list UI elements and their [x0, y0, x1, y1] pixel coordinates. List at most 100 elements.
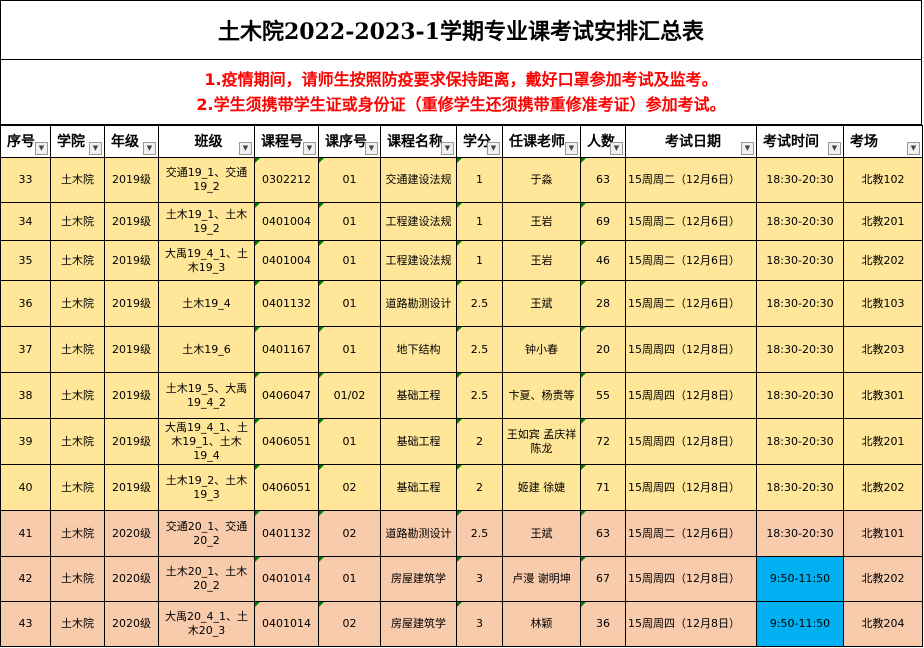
cell[interactable]: 姬建 徐婕	[502, 464, 581, 511]
cell[interactable]: 15周周二（12月6日）	[625, 510, 757, 557]
cell[interactable]: 18:30-20:30	[756, 418, 844, 465]
cell[interactable]: 王斌	[502, 510, 581, 557]
cell[interactable]: 王如宾 孟庆祥 陈龙	[502, 418, 581, 465]
cell[interactable]: 土木院	[50, 464, 105, 511]
cell[interactable]: 33	[0, 157, 51, 203]
cell[interactable]: 北教101	[843, 510, 923, 557]
cell[interactable]: 0401132	[254, 510, 319, 557]
filter-dropdown-icon[interactable]: ▼	[828, 142, 841, 155]
cell[interactable]: 15周周四（12月8日）	[625, 556, 757, 602]
cell[interactable]: 北教301	[843, 372, 923, 419]
cell[interactable]: 土木院	[50, 418, 105, 465]
cell[interactable]: 18:30-20:30	[756, 280, 844, 327]
cell[interactable]: 大禹20_4_1、土木20_3	[158, 601, 255, 647]
cell[interactable]: 北教103	[843, 280, 923, 327]
cell[interactable]: 基础工程	[380, 372, 457, 419]
cell[interactable]: 15周周二（12月6日）	[625, 280, 757, 327]
cell[interactable]: 72	[580, 418, 626, 465]
cell[interactable]: 土木19_2、土木19_3	[158, 464, 255, 511]
cell[interactable]: 1	[456, 202, 503, 241]
cell[interactable]: 2019级	[104, 157, 159, 203]
cell[interactable]: 于淼	[502, 157, 581, 203]
cell[interactable]: 63	[580, 510, 626, 557]
cell[interactable]: 土木19_1、土木19_2	[158, 202, 255, 241]
cell[interactable]: 01	[318, 280, 381, 327]
cell[interactable]: 土木19_6	[158, 326, 255, 373]
cell[interactable]: 15周周二（12月6日）	[625, 202, 757, 241]
cell[interactable]: 北教203	[843, 326, 923, 373]
cell[interactable]: 工程建设法规	[380, 202, 457, 241]
cell[interactable]: 2020级	[104, 601, 159, 647]
cell[interactable]: 2019级	[104, 280, 159, 327]
cell[interactable]: 15周周四（12月8日）	[625, 372, 757, 419]
cell[interactable]: 01	[318, 418, 381, 465]
cell[interactable]: 基础工程	[380, 464, 457, 511]
cell[interactable]: 34	[0, 202, 51, 241]
filter-dropdown-icon[interactable]: ▼	[365, 142, 378, 155]
cell[interactable]: 18:30-20:30	[756, 240, 844, 281]
cell[interactable]: 2.5	[456, 326, 503, 373]
cell[interactable]: 18:30-20:30	[756, 202, 844, 241]
cell[interactable]: 2020级	[104, 510, 159, 557]
cell[interactable]: 工程建设法规	[380, 240, 457, 281]
cell[interactable]: 0401167	[254, 326, 319, 373]
cell[interactable]: 15周周四（12月8日）	[625, 464, 757, 511]
filter-dropdown-icon[interactable]: ▼	[487, 142, 500, 155]
cell[interactable]: 林颖	[502, 601, 581, 647]
cell[interactable]: 交通19_1、交通19_2	[158, 157, 255, 203]
cell[interactable]: 大禹19_4_1、土木19_1、土木19_4	[158, 418, 255, 465]
cell[interactable]: 18:30-20:30	[756, 157, 844, 203]
cell[interactable]: 42	[0, 556, 51, 602]
cell[interactable]: 0406047	[254, 372, 319, 419]
cell[interactable]: 2.5	[456, 510, 503, 557]
cell[interactable]: 2019级	[104, 240, 159, 281]
cell[interactable]: 18:30-20:30	[756, 372, 844, 419]
cell[interactable]: 35	[0, 240, 51, 281]
filter-dropdown-icon[interactable]: ▼	[565, 142, 578, 155]
cell[interactable]: 01	[318, 157, 381, 203]
filter-dropdown-icon[interactable]: ▼	[741, 142, 754, 155]
cell[interactable]: 土木20_1、土木20_2	[158, 556, 255, 602]
cell[interactable]: 02	[318, 601, 381, 647]
cell[interactable]: 大禹19_4_1、土木19_3	[158, 240, 255, 281]
cell[interactable]: 28	[580, 280, 626, 327]
filter-active-icon[interactable]: ▼	[35, 142, 48, 155]
cell[interactable]: 王斌	[502, 280, 581, 327]
cell[interactable]: 2019级	[104, 464, 159, 511]
cell[interactable]: 01	[318, 240, 381, 281]
cell[interactable]: 2019级	[104, 326, 159, 373]
cell[interactable]: 63	[580, 157, 626, 203]
cell[interactable]: 地下结构	[380, 326, 457, 373]
filter-dropdown-icon[interactable]: ▼	[610, 142, 623, 155]
cell[interactable]: 15周周二（12月6日）	[625, 240, 757, 281]
cell[interactable]: 土木院	[50, 556, 105, 602]
cell[interactable]: 01	[318, 202, 381, 241]
cell[interactable]: 2.5	[456, 372, 503, 419]
cell[interactable]: 71	[580, 464, 626, 511]
cell[interactable]: 01/02	[318, 372, 381, 419]
cell[interactable]: 55	[580, 372, 626, 419]
cell[interactable]: 交通建设法规	[380, 157, 457, 203]
cell[interactable]: 01	[318, 326, 381, 373]
cell[interactable]: 2020级	[104, 556, 159, 602]
cell[interactable]: 0401014	[254, 556, 319, 602]
cell[interactable]: 土木19_5、大禹19_4_2	[158, 372, 255, 419]
cell[interactable]: 18:30-20:30	[756, 510, 844, 557]
cell[interactable]: 36	[0, 280, 51, 327]
cell[interactable]: 钟小春	[502, 326, 581, 373]
cell[interactable]: 2	[456, 464, 503, 511]
cell[interactable]: 2.5	[456, 280, 503, 327]
cell[interactable]: 基础工程	[380, 418, 457, 465]
filter-dropdown-icon[interactable]: ▼	[907, 142, 920, 155]
cell[interactable]: 土木19_4	[158, 280, 255, 327]
cell[interactable]: 道路勘测设计	[380, 280, 457, 327]
cell[interactable]: 0406051	[254, 418, 319, 465]
cell[interactable]: 40	[0, 464, 51, 511]
cell[interactable]: 2	[456, 418, 503, 465]
cell[interactable]: 0406051	[254, 464, 319, 511]
cell[interactable]: 9:50-11:50	[756, 556, 844, 602]
cell[interactable]: 2019级	[104, 372, 159, 419]
cell[interactable]: 房屋建筑学	[380, 601, 457, 647]
cell[interactable]: 01	[318, 556, 381, 602]
cell[interactable]: 交通20_1、交通20_2	[158, 510, 255, 557]
